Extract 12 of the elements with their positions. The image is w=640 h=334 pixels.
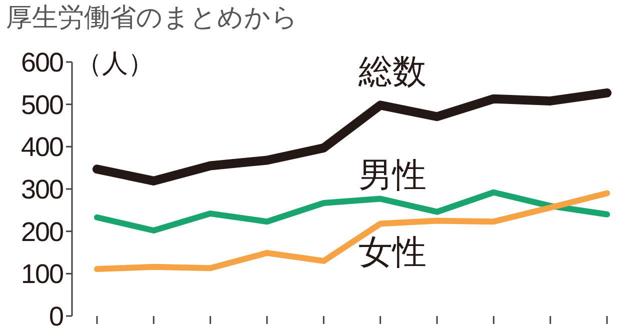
y-tick-label: 100 (20, 259, 63, 290)
series-label: 男性 (358, 156, 426, 196)
y-tick-label: 0 (48, 301, 63, 332)
series-label: 総数 (357, 52, 426, 92)
series-label: 女性 (358, 232, 426, 273)
chart-title: 厚生労働省のまとめから (6, 3, 298, 33)
y-tick-label: 400 (20, 132, 63, 162)
y-tick-label: 500 (20, 90, 63, 120)
y-tick-label: 300 (20, 174, 63, 204)
y-tick-label: 600 (20, 47, 63, 78)
y-tick-label: 200 (20, 216, 63, 247)
y-axis-title: （人） (76, 49, 154, 79)
